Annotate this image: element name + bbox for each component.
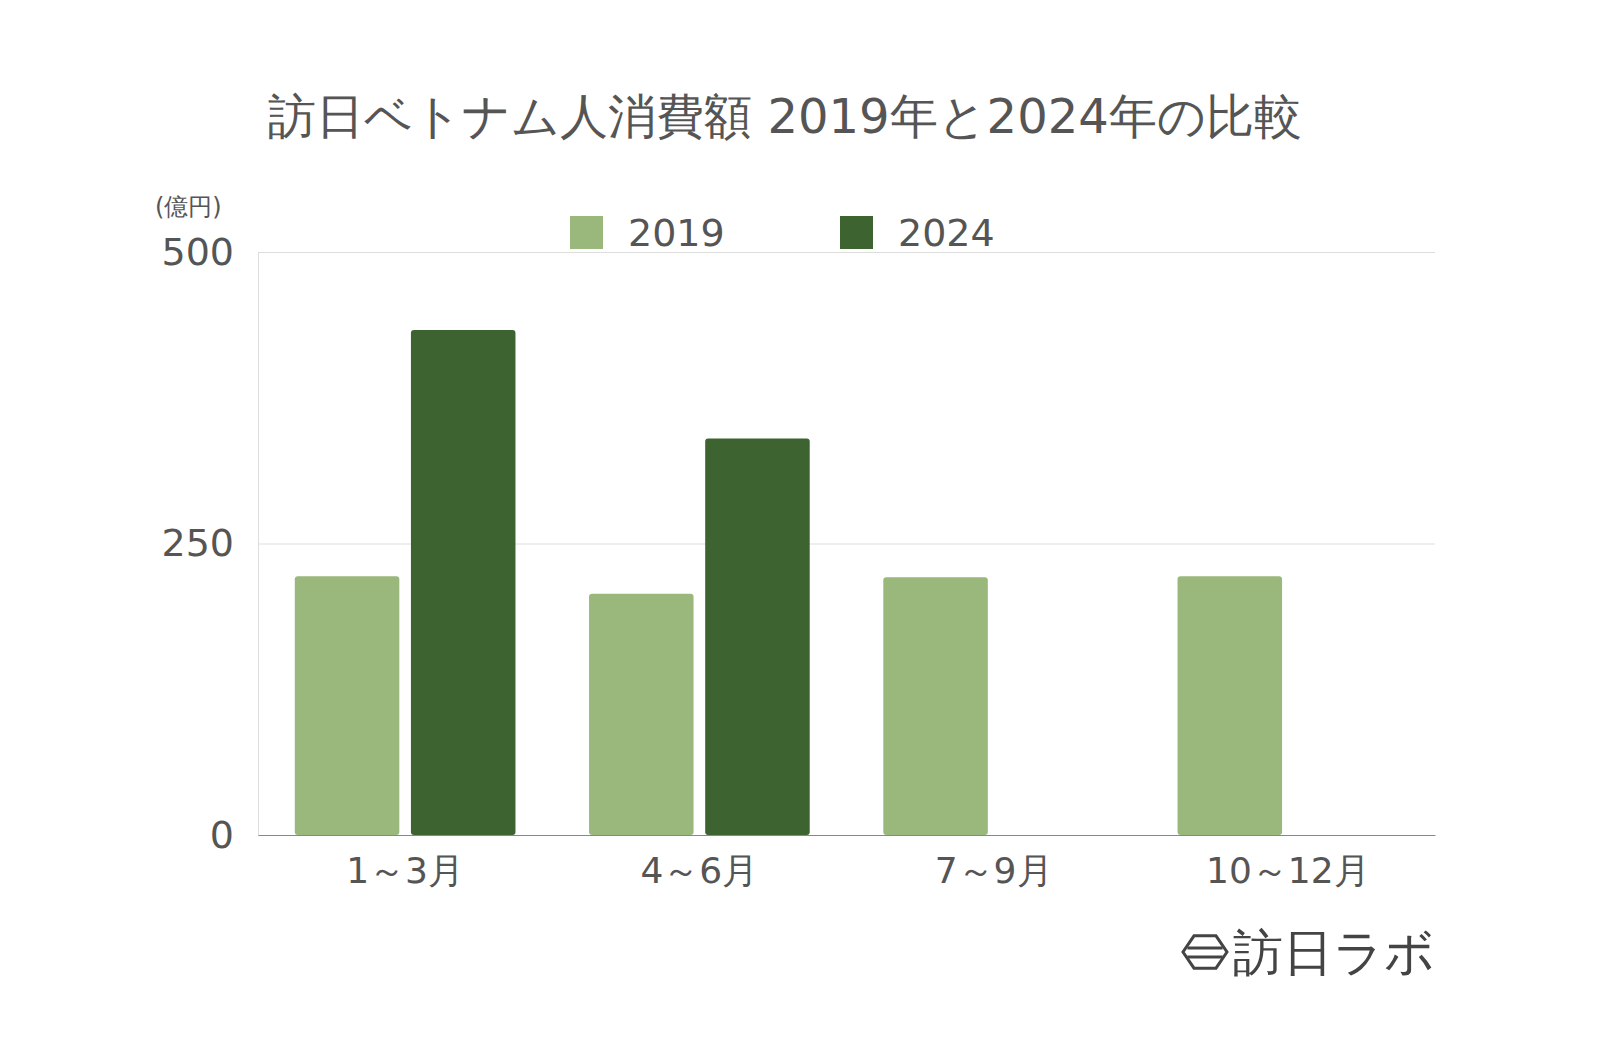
bar [589, 594, 694, 835]
legend-label: 2024 [898, 211, 995, 255]
watermark-icon-line [1187, 947, 1222, 950]
grid-line [258, 835, 1435, 836]
x-axis: 1～3月 4～6月 7～9月 10～12月 [259, 835, 1436, 891]
bar [295, 576, 400, 835]
y-tick-label: 500 [161, 230, 234, 274]
x-tick-label: 10～12月 [1206, 850, 1370, 891]
watermark-icon-line [1187, 956, 1222, 959]
y-tick: 500 [161, 230, 1435, 274]
x-tick-label: 7～9月 [935, 850, 1053, 891]
legend-label: 2019 [628, 211, 725, 255]
legend-swatch [570, 216, 603, 249]
chart: 訪日ベトナム人消費額 2019年と2024年の比較 (億円) 0 250 500 1～3月… [0, 0, 1600, 1048]
y-tick-label: 0 [210, 813, 234, 857]
watermark-icon [1183, 936, 1227, 968]
legend-swatch [840, 216, 873, 249]
legend: 2019 2024 [570, 211, 995, 255]
bar [883, 577, 988, 835]
y-tick-label: 250 [161, 521, 234, 565]
grid-line [258, 252, 1435, 253]
x-tick-label: 1～3月 [346, 850, 464, 891]
bar [705, 439, 810, 835]
watermark: 訪日ラボ [1183, 924, 1435, 982]
x-tick-label: 4～6月 [640, 850, 758, 891]
x-tick: 10～12月 [1206, 835, 1370, 891]
title: 訪日ベトナム人消費額 2019年と2024年の比較 [268, 88, 1302, 144]
y-axis: 0 250 500 [161, 230, 1435, 857]
x-tick: 1～3月 [346, 835, 464, 891]
bar [411, 330, 516, 835]
y-axis-label: (億円) [155, 193, 222, 221]
bars [295, 330, 1282, 835]
x-tick: 4～6月 [640, 835, 758, 891]
watermark-text: 訪日ラボ [1233, 924, 1435, 982]
x-axis-line [259, 835, 1436, 836]
bar [1178, 576, 1283, 835]
x-tick: 7～9月 [935, 835, 1053, 891]
